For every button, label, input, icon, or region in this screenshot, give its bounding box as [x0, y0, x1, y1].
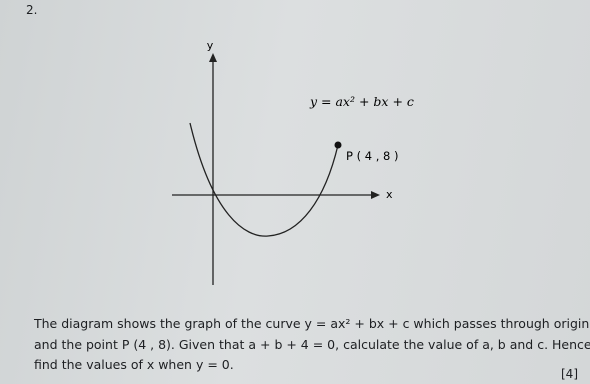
equation: y = ax² + bx + c [309, 94, 414, 109]
x-label: x [386, 188, 393, 201]
text-line: The diagram shows the graph of the curve… [34, 316, 590, 331]
point-p [334, 141, 342, 149]
point-label: P ( 4 , 8 ) [346, 149, 398, 163]
text-line: and the point P (4 , 8). Given that a + … [34, 337, 590, 352]
text-line: find the values of x when y = 0. [34, 357, 234, 372]
marks: [4] [561, 367, 578, 381]
question-number: 2. [26, 3, 38, 17]
x-arrow [371, 191, 380, 199]
curve [189, 122, 339, 237]
y-label: y [207, 39, 214, 52]
y-arrow [209, 53, 217, 62]
